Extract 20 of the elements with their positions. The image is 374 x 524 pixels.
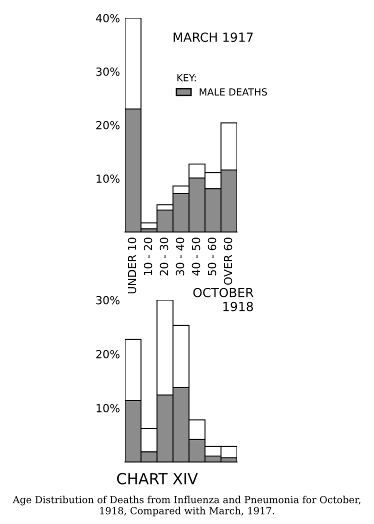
- y-tick-label: 40%: [96, 14, 120, 22]
- x-tick-label: 10 - 20: [144, 238, 152, 275]
- chart-title: OCTOBER 1918: [193, 288, 254, 312]
- legend-title: KEY:: [177, 74, 196, 82]
- y-tick-label: 10%: [96, 174, 120, 183]
- y-tick-label: 20%: [96, 350, 120, 358]
- y-tick-label: 20%: [96, 120, 120, 130]
- x-tick-label: OVER 60: [224, 238, 232, 285]
- x-tick-label: 50 - 60: [208, 238, 216, 276]
- x-tick-label: UNDER 10: [128, 238, 136, 294]
- legend-label: MALE DEATHS: [200, 88, 267, 96]
- text: MARCH 1917: [174, 32, 253, 42]
- y-tick-label: 30%: [96, 296, 120, 304]
- text: CHART XIV: [117, 472, 198, 484]
- x-tick-label: 20 - 30: [160, 238, 168, 276]
- x-tick-label: 40 - 50: [192, 238, 200, 276]
- y-tick-label: 10%: [96, 404, 120, 412]
- y-tick-label: 30%: [96, 67, 120, 76]
- x-tick-label: 30 - 40: [176, 238, 184, 276]
- text: Age Distribution of Deaths from Influenza and Pneumonia for October, 1918, Compared with March, 1917.: [12, 496, 360, 516]
